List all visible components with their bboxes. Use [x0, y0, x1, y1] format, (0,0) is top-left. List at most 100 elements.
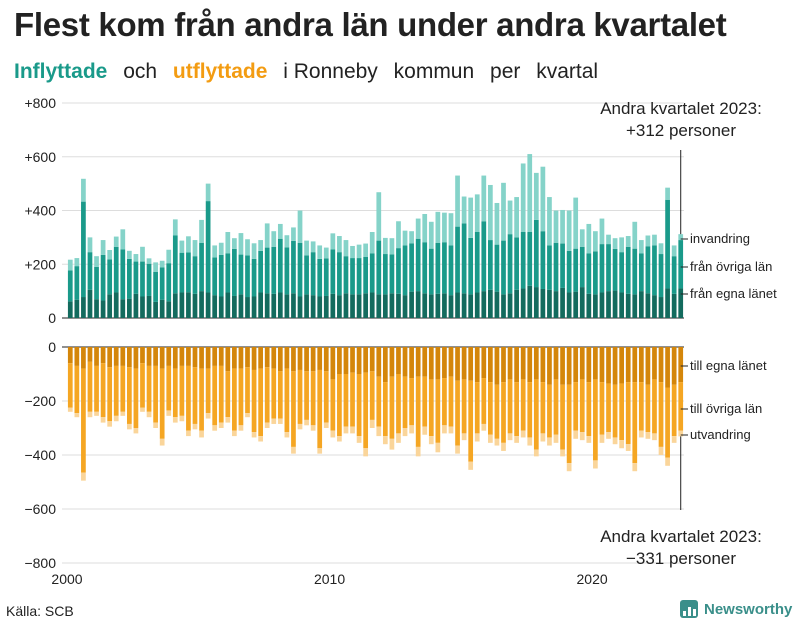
bar-out-till-egna-lanet — [514, 347, 519, 383]
bar-out-till-egna-lanet — [245, 347, 250, 368]
bar-in-invandring — [81, 178, 86, 202]
bar-in-fran-ovriga-lan — [186, 252, 191, 293]
bar-out-till-ovriga-lan — [645, 384, 651, 433]
bar-in-fran-egna-lanet — [94, 299, 99, 318]
bar-in-invandring — [356, 244, 362, 259]
bar-in-invandring — [481, 175, 487, 222]
bar-out-utvandring — [579, 432, 585, 441]
bar-in-invandring — [396, 221, 401, 249]
bar-out-till-ovriga-lan — [271, 368, 277, 419]
bar-in-fran-egna-lanet — [74, 299, 80, 318]
bar-in-fran-ovriga-lan — [468, 237, 474, 295]
bar-in-invandring — [179, 240, 185, 253]
bar-in-fran-egna-lanet — [455, 292, 460, 318]
bar-in-invandring — [192, 240, 198, 257]
newsworthy-logo[interactable]: Newsworthy — [680, 600, 792, 618]
bar-out-till-ovriga-lan — [251, 369, 257, 433]
bar-out-till-egna-lanet — [376, 347, 382, 377]
bar-out-utvandring — [606, 432, 611, 439]
bar-out-utvandring — [120, 411, 126, 416]
bar-in-fran-egna-lanet — [212, 295, 218, 318]
bar-in-fran-ovriga-lan — [658, 254, 664, 298]
bar-out-till-ovriga-lan — [172, 368, 178, 418]
bar-in-invandring — [67, 259, 73, 271]
series-label-in: från egna länet — [690, 286, 777, 301]
bar-out-till-egna-lanet — [369, 347, 375, 372]
bar-out-utvandring — [179, 415, 185, 422]
bar-out-till-ovriga-lan — [67, 363, 73, 408]
bar-in-fran-ovriga-lan — [113, 246, 119, 293]
bar-out-till-egna-lanet — [468, 347, 474, 381]
bar-out-till-egna-lanet — [474, 347, 480, 383]
bar-in-fran-ovriga-lan — [442, 242, 447, 294]
bar-in-fran-ovriga-lan — [238, 254, 244, 295]
bar-in-fran-egna-lanet — [435, 293, 441, 318]
bar-in-fran-egna-lanet — [126, 298, 132, 318]
bar-in-fran-egna-lanet — [192, 293, 198, 318]
bar-out-till-egna-lanet — [540, 347, 546, 383]
bar-in-fran-egna-lanet — [501, 294, 506, 318]
bar-out-till-ovriga-lan — [376, 376, 382, 427]
bar-out-utvandring — [100, 417, 106, 423]
bar-in-invandring — [126, 250, 132, 259]
bar-out-till-ovriga-lan — [356, 374, 362, 437]
bar-in-fran-ovriga-lan — [382, 254, 388, 295]
bar-in-invandring — [461, 196, 467, 224]
bar-in-fran-egna-lanet — [632, 294, 638, 318]
bar-out-till-egna-lanet — [205, 347, 211, 369]
bar-out-till-ovriga-lan — [619, 383, 625, 441]
bar-in-fran-egna-lanet — [205, 292, 211, 318]
bar-out-till-ovriga-lan — [317, 369, 323, 449]
bar-in-fran-egna-lanet — [448, 295, 454, 318]
bar-in-invandring — [566, 210, 572, 251]
bar-in-fran-ovriga-lan — [625, 246, 631, 294]
bar-in-invandring — [599, 218, 605, 245]
bar-out-utvandring — [573, 430, 579, 439]
bar-in-fran-ovriga-lan — [671, 256, 677, 294]
bar-in-invandring — [514, 197, 519, 238]
bar-in-invandring — [205, 183, 211, 202]
bar-in-fran-egna-lanet — [284, 294, 290, 318]
bar-out-utvandring — [81, 472, 86, 481]
bar-out-till-egna-lanet — [527, 347, 533, 383]
bar-in-fran-egna-lanet — [277, 292, 283, 318]
bar-out-till-ovriga-lan — [133, 368, 139, 428]
bar-out-till-ovriga-lan — [153, 365, 158, 423]
bar-out-utvandring — [205, 413, 211, 419]
bar-out-till-ovriga-lan — [337, 374, 342, 437]
bar-out-till-ovriga-lan — [435, 379, 441, 443]
bar-in-invandring — [435, 211, 441, 243]
bar-in-fran-egna-lanet — [369, 292, 375, 318]
series-label-out: till egna länet — [690, 358, 767, 373]
bar-out-till-egna-lanet — [350, 347, 355, 373]
bar-in-fran-egna-lanet — [560, 287, 565, 318]
bar-in-fran-ovriga-lan — [579, 246, 585, 288]
bar-out-till-ovriga-lan — [186, 365, 191, 431]
bar-out-utvandring — [382, 436, 388, 445]
chart-subtitle: Inflyttade och utflyttade i Ronneby komm… — [14, 60, 608, 84]
bar-in-invandring — [527, 154, 533, 232]
bar-in-fran-egna-lanet — [527, 285, 533, 318]
bar-in-fran-ovriga-lan — [586, 253, 592, 294]
bar-out-till-egna-lanet — [625, 347, 631, 383]
bar-in-fran-egna-lanet — [166, 301, 172, 318]
bar-out-till-ovriga-lan — [382, 382, 388, 437]
bar-in-fran-egna-lanet — [573, 291, 579, 318]
bar-in-fran-ovriga-lan — [678, 240, 684, 289]
bar-in-invandring — [422, 213, 428, 243]
bar-in-fran-ovriga-lan — [422, 242, 428, 294]
bar-in-fran-ovriga-lan — [323, 258, 329, 296]
bar-out-till-ovriga-lan — [665, 387, 670, 458]
bar-in-fran-ovriga-lan — [461, 223, 467, 294]
bar-out-utvandring — [107, 421, 113, 427]
bar-out-utvandring — [369, 419, 375, 428]
bar-out-utvandring — [376, 426, 382, 437]
bar-out-till-egna-lanet — [264, 347, 270, 368]
chart-title: Flest kom från andra län under andra kva… — [14, 6, 727, 43]
bar-out-utvandring — [153, 422, 158, 428]
bar-out-utvandring — [442, 425, 447, 434]
bar-out-till-egna-lanet — [579, 347, 585, 380]
bar-in-fran-egna-lanet — [271, 293, 277, 318]
bar-out-till-ovriga-lan — [573, 382, 579, 431]
bar-out-till-ovriga-lan — [330, 379, 336, 431]
